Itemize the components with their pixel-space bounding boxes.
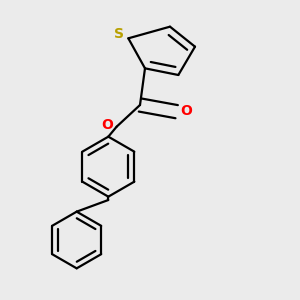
Text: O: O (180, 104, 192, 118)
Text: S: S (114, 27, 124, 41)
Text: O: O (101, 118, 113, 132)
